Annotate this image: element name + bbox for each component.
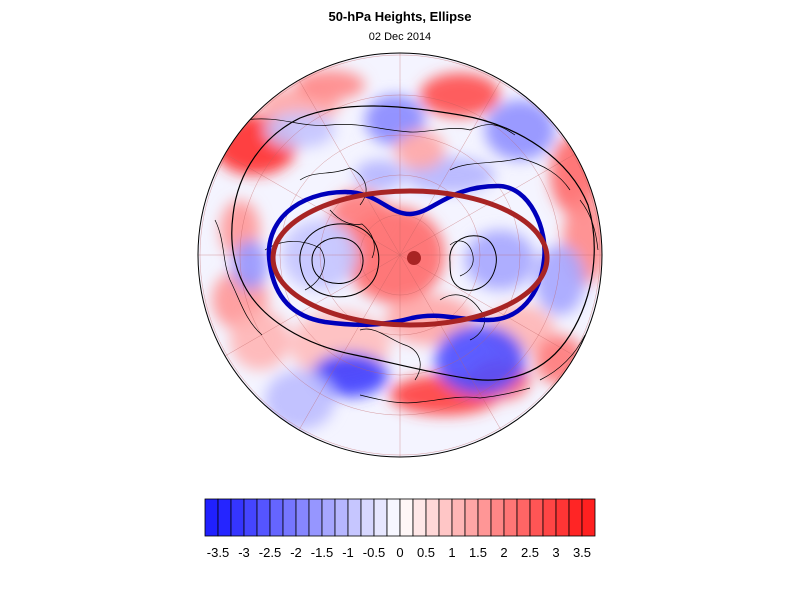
colorbar-box [282, 498, 297, 537]
fitted-ellipse [270, 188, 550, 328]
colorbar-tick-label: 2.5 [521, 545, 539, 560]
polar-map [197, 52, 603, 458]
colorbar-tick-label: -1.5 [311, 545, 333, 560]
ellipse-centroid [407, 251, 421, 265]
map-boundary [197, 52, 603, 458]
colorbar-tick-label: -1 [342, 545, 354, 560]
colorbar-box [477, 498, 492, 537]
colorbar-box [334, 498, 349, 537]
colorbar-box [360, 498, 375, 537]
colorbar-tick-label: -3 [238, 545, 250, 560]
colorbar-box [581, 498, 596, 537]
colorbar-tick-label: 0 [396, 545, 403, 560]
colorbar-tick-label: 1 [448, 545, 455, 560]
colorbar-box [269, 498, 284, 537]
colorbar-box [295, 498, 310, 537]
height-anomaly-field [212, 70, 602, 430]
colorbar-box [451, 498, 466, 537]
colorbar-box [386, 498, 401, 537]
coastlines [214, 118, 599, 404]
colorbar-tick-label: 3 [552, 545, 559, 560]
map-title: 50-hPa Heights, Ellipse [328, 9, 472, 24]
colorbar-tick-label: 2 [500, 545, 507, 560]
colorbar-box [308, 498, 323, 537]
colorbar-box [412, 498, 427, 537]
colorbar-box [204, 498, 219, 537]
colorbar-box [568, 498, 583, 537]
colorbar-box [503, 498, 518, 537]
colorbar-tick-label: 3.5 [573, 545, 591, 560]
graticule [198, 53, 602, 457]
colorbar-labels: -3.5 -3 -2.5 -2 -1.5 -1 -0.5 0 0.5 1 1.5 2 2.5 3 3.5 [207, 545, 591, 560]
colorbar-tick-label: 0.5 [417, 545, 435, 560]
colorbar-box [516, 498, 531, 537]
colorbar-box [230, 498, 245, 537]
map-date: 02 Dec 2014 [368, 31, 432, 43]
colorbar-box [490, 498, 505, 537]
colorbar-box [243, 498, 258, 537]
colorbar-box [425, 498, 440, 537]
colorbar-tick-label: -2.5 [259, 545, 281, 560]
colorbar-tick-label: -0.5 [363, 545, 385, 560]
height-contours [231, 105, 595, 381]
colorbar-box [256, 498, 271, 537]
colorbar-box [529, 498, 544, 537]
colorbar-box [321, 498, 336, 537]
colorbar-box [347, 498, 362, 537]
colorbar-box [217, 498, 232, 537]
colorbar-box [555, 498, 570, 537]
colorbar-tick-label: 1.5 [469, 545, 487, 560]
colorbar-tick-label: -3.5 [207, 545, 229, 560]
colorbar-box [542, 498, 557, 537]
colorbar-box [399, 498, 414, 537]
colorbar-box [373, 498, 388, 537]
colorbar-tick-label: -2 [290, 545, 302, 560]
colorbar-box [438, 498, 453, 537]
colorbar-boxes [204, 498, 596, 537]
colorbar-box [464, 498, 479, 537]
